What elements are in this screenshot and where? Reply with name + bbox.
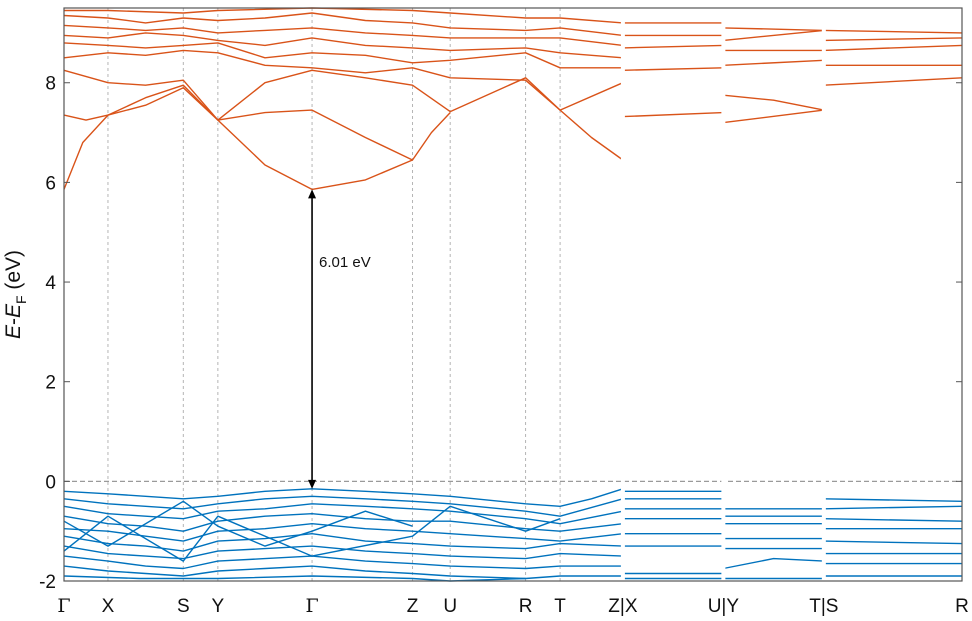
valence-band-line [63, 513, 623, 532]
conduction-band-line [823, 29, 963, 34]
k-point-label: U|Y [708, 596, 740, 617]
valence-band-line [823, 540, 963, 545]
valence-band-line [823, 498, 963, 502]
k-point-label: U [443, 596, 457, 617]
conduction-band-line [723, 109, 824, 124]
k-point-label: T|S [809, 596, 838, 617]
conduction-band-line [622, 111, 724, 118]
k-point-label: R [955, 596, 969, 617]
conduction-band-line [723, 27, 824, 32]
valence-band-line [63, 505, 561, 562]
conduction-band-line [723, 94, 824, 111]
valence-band-line [63, 503, 624, 525]
conduction-band-line [723, 59, 824, 66]
conduction-band-line [723, 29, 824, 42]
k-point-label: Γ [57, 595, 70, 617]
plot-border [63, 7, 963, 582]
band-lines [63, 7, 963, 582]
valence-band-line [63, 495, 624, 517]
k-point-label: Z [407, 596, 419, 617]
ylabel-minus: - [2, 318, 25, 325]
k-point-label: T [554, 596, 566, 617]
conduction-band-line [823, 37, 963, 42]
k-point-label: X [102, 596, 115, 617]
y-axis-title: E-EF (eV) [2, 250, 29, 339]
panel-gaps [620, 8, 826, 581]
y-tick-label: -2 [39, 572, 56, 593]
conduction-band-line [622, 67, 724, 71]
y-tick-label: 4 [45, 273, 56, 294]
valence-band-line [63, 555, 623, 570]
segment-break [821, 8, 826, 581]
gap-arrow-head-up [308, 189, 317, 199]
segment-break [620, 8, 625, 581]
y-axis-label: E-EF (eV) [2, 250, 29, 339]
segment-break [721, 8, 726, 581]
valence-band-line [63, 523, 623, 542]
gap-arrow-head-down [308, 479, 317, 489]
ylabel-energy-symbol-2: E [2, 303, 25, 318]
plot-frame [63, 7, 963, 582]
valence-band-line [723, 557, 824, 570]
conduction-band-line [63, 87, 451, 191]
k-point-labels: Γ X S Y Γ Z U R T Z|X U|Y T|S R [57, 595, 968, 617]
y-tick-label: 2 [45, 373, 56, 394]
k-point-label: S [177, 596, 190, 617]
conduction-band-line [622, 44, 724, 49]
valence-band-line [63, 488, 624, 507]
k-point-label: Y [212, 596, 225, 617]
k-point-label: Z|X [608, 596, 638, 617]
y-axis-ticks: -2 0 2 4 6 8 [39, 74, 962, 593]
valence-band-line [823, 505, 963, 510]
band-gap-label: 6.01 eV [319, 254, 371, 271]
conduction-band-line [63, 24, 623, 47]
y-tick-label: 6 [45, 173, 56, 194]
valence-band-line [63, 533, 623, 552]
conduction-band-line [63, 69, 624, 161]
conduction-band-line [63, 84, 413, 161]
conduction-band-line [823, 77, 963, 86]
valence-band-line [63, 500, 413, 547]
y-tick-label: 0 [45, 472, 56, 493]
k-point-label: Γ [305, 595, 318, 617]
conduction-band-line [823, 44, 963, 52]
ylabel-energy-symbol: E [2, 324, 25, 339]
ylabel-subscript: F [13, 295, 29, 304]
conduction-band-line [63, 42, 623, 69]
k-point-label: R [519, 596, 533, 617]
band-gap-arrow: 6.01 eV [308, 189, 371, 489]
valence-band-line [823, 518, 963, 522]
conduction-band-line [63, 49, 624, 111]
valence-band-line [63, 545, 623, 560]
y-tick-label: 8 [45, 74, 56, 95]
conduction-band-line [63, 32, 623, 59]
conduction-band-line [64, 7, 623, 24]
conduction-band-line [63, 12, 623, 37]
k-path-separators [107, 8, 825, 581]
ylabel-unit: (eV) [2, 250, 25, 296]
